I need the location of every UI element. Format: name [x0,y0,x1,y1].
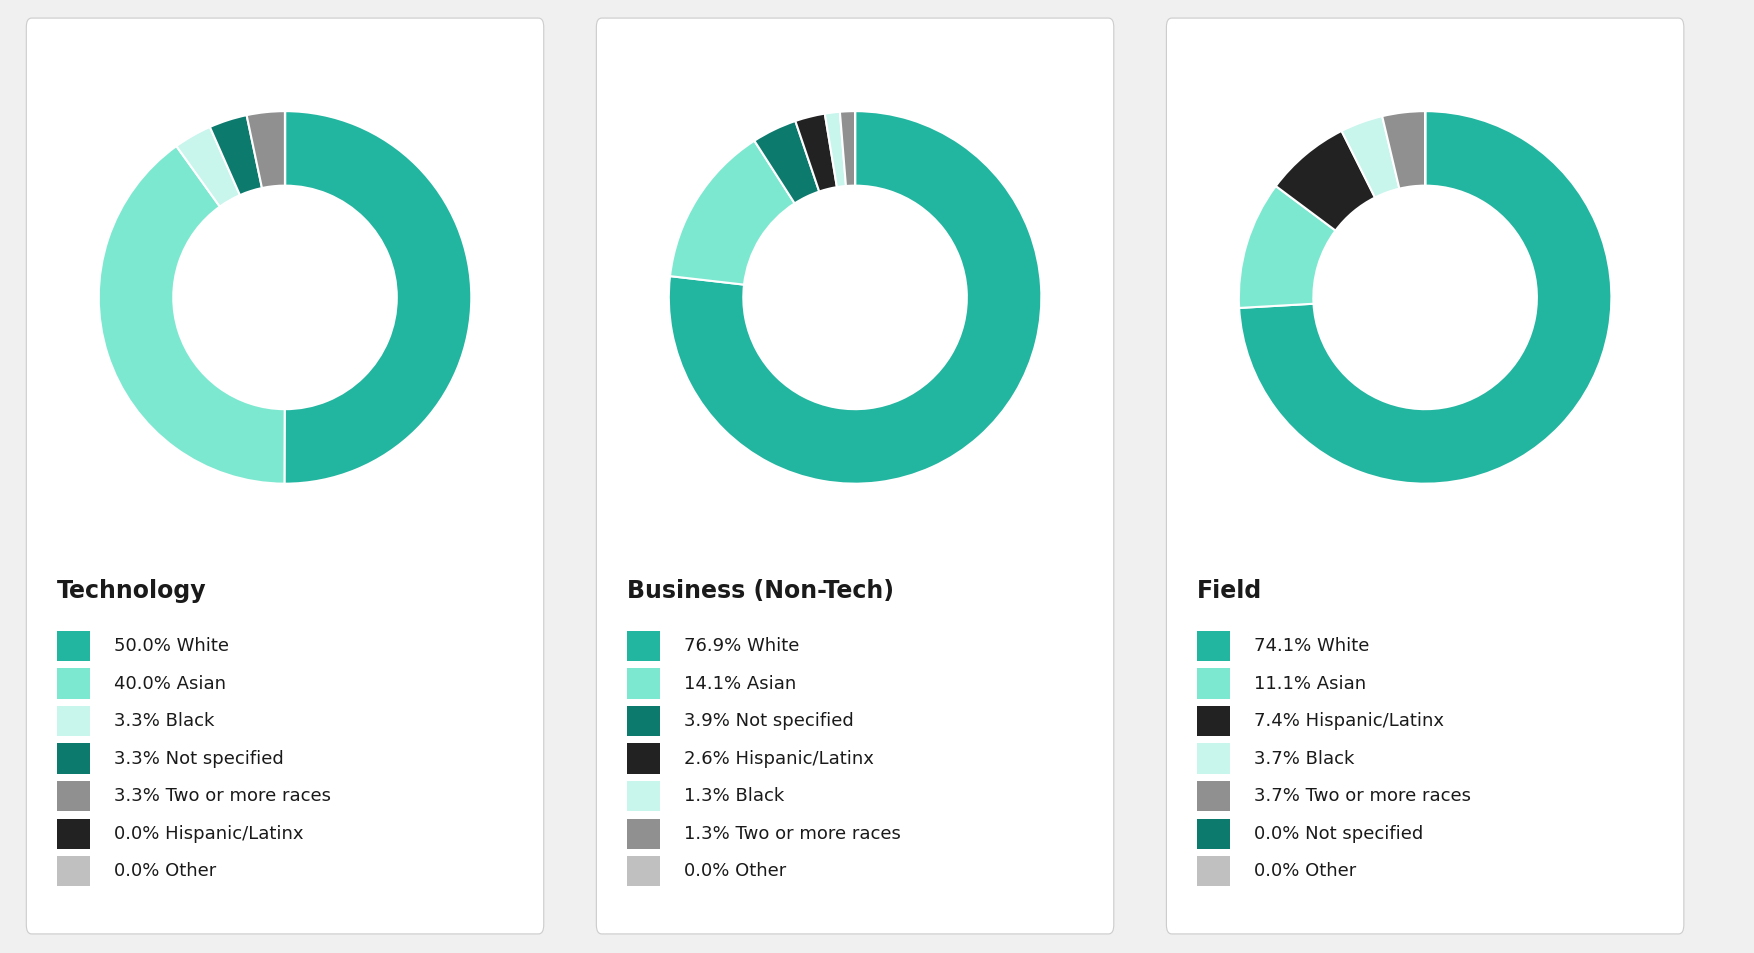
Wedge shape [1275,132,1375,232]
Text: 0.0% Other: 0.0% Other [684,862,788,880]
Text: 76.9% White: 76.9% White [684,637,800,655]
Text: 0.0% Hispanic/Latinx: 0.0% Hispanic/Latinx [114,823,303,841]
FancyBboxPatch shape [1166,19,1684,934]
FancyBboxPatch shape [1196,856,1230,886]
Text: 3.7% Black: 3.7% Black [1254,749,1354,767]
Wedge shape [1238,112,1612,484]
Text: Business (Non-Tech): Business (Non-Tech) [626,578,895,602]
Text: 3.3% Black: 3.3% Black [114,711,214,729]
Wedge shape [824,112,845,188]
FancyBboxPatch shape [596,19,1114,934]
Wedge shape [754,122,819,204]
FancyBboxPatch shape [26,19,544,934]
Text: 7.4% Hispanic/Latinx: 7.4% Hispanic/Latinx [1254,711,1445,729]
Text: 1.3% Black: 1.3% Black [684,786,784,804]
Text: 40.0% Asian: 40.0% Asian [114,674,226,692]
FancyBboxPatch shape [56,631,89,661]
FancyBboxPatch shape [56,819,89,849]
Wedge shape [210,116,261,196]
Wedge shape [247,112,284,189]
FancyBboxPatch shape [56,706,89,737]
Text: 3.3% Two or more races: 3.3% Two or more races [114,786,332,804]
FancyBboxPatch shape [626,819,660,849]
Text: 2.6% Hispanic/Latinx: 2.6% Hispanic/Latinx [684,749,873,767]
FancyBboxPatch shape [56,743,89,774]
FancyBboxPatch shape [1196,669,1230,700]
FancyBboxPatch shape [626,743,660,774]
FancyBboxPatch shape [626,669,660,700]
Text: 0.0% Other: 0.0% Other [114,862,217,880]
FancyBboxPatch shape [626,781,660,812]
Text: 3.7% Two or more races: 3.7% Two or more races [1254,786,1472,804]
Wedge shape [284,112,472,484]
FancyBboxPatch shape [626,706,660,737]
Wedge shape [795,114,837,193]
Text: Technology: Technology [56,578,207,602]
Wedge shape [668,112,1042,484]
Wedge shape [98,147,284,484]
Text: 3.3% Not specified: 3.3% Not specified [114,749,284,767]
FancyBboxPatch shape [56,856,89,886]
Wedge shape [1238,187,1335,309]
Text: 50.0% White: 50.0% White [114,637,230,655]
Text: 1.3% Two or more races: 1.3% Two or more races [684,823,902,841]
Wedge shape [177,128,240,208]
Text: 74.1% White: 74.1% White [1254,637,1370,655]
Wedge shape [1342,117,1400,198]
FancyBboxPatch shape [1196,819,1230,849]
FancyBboxPatch shape [1196,781,1230,812]
Text: 14.1% Asian: 14.1% Asian [684,674,796,692]
FancyBboxPatch shape [1196,631,1230,661]
FancyBboxPatch shape [56,669,89,700]
Wedge shape [840,112,854,187]
FancyBboxPatch shape [1196,743,1230,774]
FancyBboxPatch shape [626,631,660,661]
Text: Field: Field [1196,578,1261,602]
Text: 3.9% Not specified: 3.9% Not specified [684,711,854,729]
FancyBboxPatch shape [56,781,89,812]
FancyBboxPatch shape [626,856,660,886]
Text: 0.0% Not specified: 0.0% Not specified [1254,823,1424,841]
Wedge shape [670,142,795,285]
FancyBboxPatch shape [1196,706,1230,737]
Wedge shape [1382,112,1424,190]
Text: 11.1% Asian: 11.1% Asian [1254,674,1366,692]
Text: 0.0% Other: 0.0% Other [1254,862,1358,880]
